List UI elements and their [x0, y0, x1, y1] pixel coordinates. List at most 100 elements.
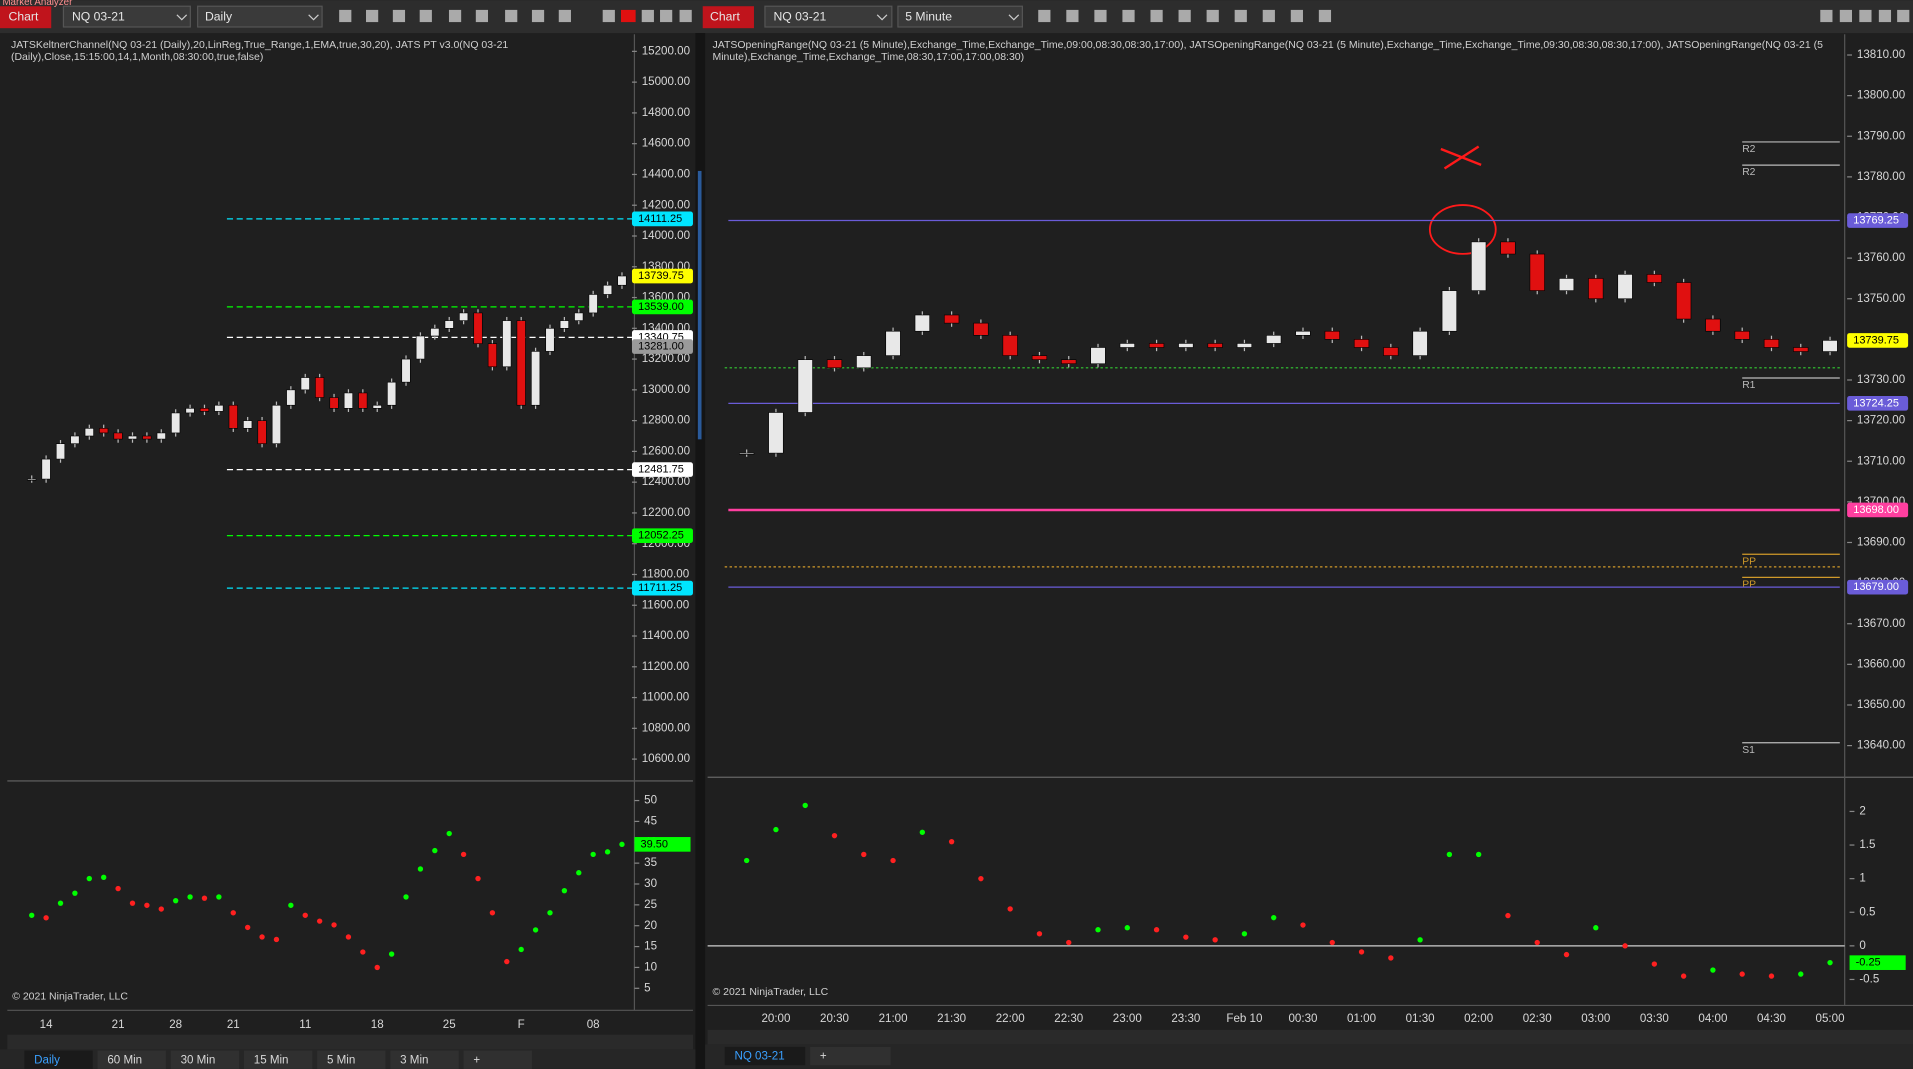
candle-body [1734, 330, 1750, 340]
scrollbar[interactable] [707, 1029, 1913, 1045]
candle-body [531, 351, 541, 406]
instrument-select[interactable] [62, 5, 191, 28]
candle-body [257, 420, 267, 445]
y-tick-label: 13400.00 [642, 322, 690, 334]
candle-body [826, 359, 843, 369]
y-tick-label: 11800.00 [642, 569, 689, 581]
candle-body [1148, 343, 1165, 348]
price-badge-label: 11711.25 [638, 582, 682, 594]
tab-label[interactable]: 3 Min [400, 1054, 428, 1066]
candle-body [1441, 290, 1458, 332]
oscillator-dot [432, 847, 438, 854]
y-tick-label: 25 [644, 899, 657, 911]
instrument-label[interactable]: NQ 03-21 [773, 9, 826, 23]
tab-label[interactable]: 30 Min [181, 1054, 216, 1066]
y-tick-label: 10600.00 [642, 753, 690, 765]
drawing-circle [1428, 204, 1497, 255]
candle-body [70, 435, 80, 445]
candle-body [1119, 343, 1135, 348]
pivot-label: R1 [1742, 380, 1755, 391]
x-tick-label: 02:00 [1464, 1013, 1493, 1025]
candle-body [99, 428, 109, 434]
candle-body [271, 404, 282, 445]
x-tick-label: 22:00 [996, 1013, 1025, 1025]
period-select[interactable] [897, 5, 1023, 28]
pivot-label: PP [1742, 556, 1756, 567]
tab[interactable] [810, 1046, 891, 1066]
oscillator-dot [532, 927, 539, 933]
x-tick-label: 22:30 [1054, 1013, 1083, 1025]
period-label[interactable]: 5 Minute [905, 9, 952, 23]
price-badge-label: 13739.75 [638, 270, 684, 282]
candle-body [430, 328, 440, 337]
indicator-caption: (Daily),Close,15:15:00,14,1,Month,08:30:… [11, 52, 263, 63]
oscillator-dot [360, 949, 366, 955]
pivot-label: R2 [1742, 167, 1755, 178]
value-badge [634, 837, 691, 852]
candle-body [1705, 318, 1721, 332]
tab[interactable] [244, 1050, 313, 1069]
tab[interactable] [97, 1050, 166, 1069]
tab-label[interactable]: + [820, 1051, 827, 1063]
tab-label[interactable]: 15 Min [254, 1054, 289, 1066]
tab[interactable] [24, 1050, 93, 1069]
y-tick-label: 14600.00 [642, 138, 690, 150]
indicator-caption: Minute),Exchange_Time,Exchange_Time,08:3… [712, 52, 1024, 63]
oscillator-dot [1153, 927, 1160, 933]
candle-body [1031, 355, 1048, 360]
toolbar-icons[interactable] [339, 9, 692, 23]
candle-body [487, 343, 497, 368]
instrument-label[interactable]: NQ 03-21 [72, 9, 125, 23]
tab-label[interactable]: 5 Min [327, 1054, 355, 1066]
price-badge-label: 13739.75 [1853, 334, 1899, 346]
y-tick-label: 13780.00 [1857, 171, 1905, 183]
candle-body [358, 392, 368, 409]
splitter-handle[interactable] [697, 170, 702, 440]
x-tick-label: 20:30 [820, 1013, 849, 1025]
oscillator-dot [1622, 943, 1628, 949]
tab-label[interactable]: NQ 03-21 [734, 1051, 784, 1063]
x-tick-label: 02:30 [1523, 1013, 1552, 1025]
y-tick-label: 13810.00 [1857, 49, 1905, 61]
period-label[interactable]: Daily [205, 9, 233, 23]
oscillator-dot [978, 875, 984, 882]
tab[interactable] [463, 1050, 532, 1069]
tab[interactable] [390, 1050, 459, 1069]
oscillator-dot [1505, 912, 1511, 919]
chart-tab-label[interactable]: Chart [9, 9, 39, 23]
oscillator-dot [244, 924, 251, 931]
instrument-select[interactable] [764, 5, 893, 28]
candle-body [1646, 274, 1662, 283]
candle-body [574, 312, 584, 321]
candle-body [1324, 330, 1340, 340]
candle-body [602, 284, 613, 295]
oscillator-dot [1095, 927, 1101, 933]
oscillator-dot [802, 802, 808, 809]
oscillator-dot [1417, 937, 1423, 943]
chart-tab-label[interactable]: Chart [710, 9, 740, 23]
candle-body [27, 478, 37, 481]
dropdown-arrow [876, 14, 888, 21]
tab-label[interactable]: 60 Min [107, 1054, 142, 1066]
period-select[interactable] [197, 5, 323, 28]
oscillator-dot [460, 851, 467, 858]
tab-label[interactable]: Daily [34, 1054, 60, 1066]
scrollbar[interactable] [7, 1034, 693, 1050]
oscillator-dot [331, 922, 337, 928]
oscillator-dot [1768, 973, 1775, 979]
y-tick-label: 11200.00 [642, 661, 689, 673]
tab[interactable] [317, 1050, 386, 1069]
tab-label[interactable]: + [473, 1054, 480, 1066]
candle-body [300, 377, 310, 391]
oscillator-dot [475, 875, 481, 882]
tab[interactable] [170, 1050, 240, 1069]
price-badge-label: 12052.25 [638, 530, 684, 542]
chart-tab[interactable] [702, 6, 754, 29]
candle-body [84, 428, 94, 437]
splitter[interactable] [695, 33, 706, 1069]
tab[interactable] [724, 1046, 806, 1066]
chart-tab[interactable] [0, 6, 52, 29]
toolbar-icons[interactable] [1038, 9, 1910, 23]
y-tick-label: 13690.00 [1857, 537, 1905, 549]
x-tick-label: 23:00 [1113, 1013, 1142, 1025]
